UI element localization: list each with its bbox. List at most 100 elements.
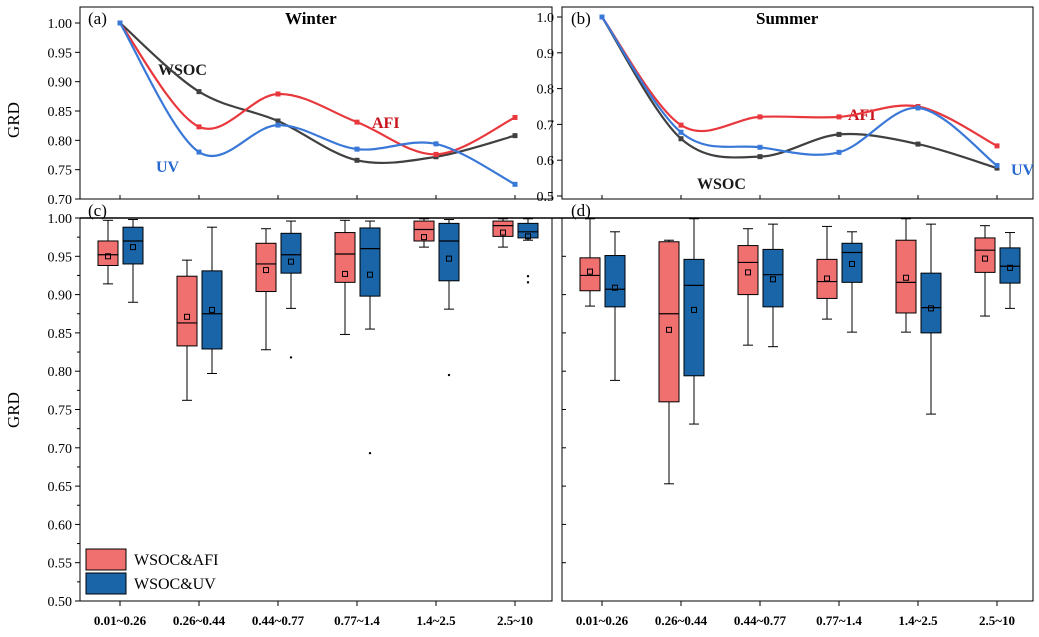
box-afi <box>974 237 996 273</box>
panel-frame <box>79 217 553 602</box>
data-point-wsoc <box>354 157 360 163</box>
data-point-wsoc <box>757 154 763 160</box>
legend-swatch-afi <box>85 548 127 571</box>
data-point-wsoc <box>678 136 684 142</box>
y-tick-label: 0.50 <box>48 595 73 610</box>
panel-letter-b: (b) <box>571 9 591 28</box>
ylabel-bottom: GRD <box>4 392 23 428</box>
mean-marker <box>209 306 215 313</box>
data-point-uv <box>196 149 202 155</box>
mean-marker <box>525 233 531 240</box>
x-tick-label: 0.77~1.4 <box>816 613 862 628</box>
mean-marker <box>421 234 427 241</box>
panel-letter-a: (a) <box>88 9 107 28</box>
box-uv <box>201 270 223 350</box>
box-afi <box>895 239 917 314</box>
data-point-uv <box>433 141 439 147</box>
y-tick-label: 0.85 <box>48 105 73 120</box>
legend: WSOC&AFI WSOC&UV <box>85 548 218 595</box>
y-tick-label: 0.70 <box>48 442 73 457</box>
legend-swatch-uv <box>85 572 127 595</box>
y-tick-label: 0.9 <box>537 47 555 62</box>
data-point-wsoc <box>196 89 202 95</box>
series-line-wsoc <box>119 22 516 165</box>
mean-marker <box>1007 264 1013 271</box>
y-tick-label: 1.00 <box>48 17 73 32</box>
data-point-afi <box>836 114 842 120</box>
mean-marker <box>367 271 373 278</box>
x-tick-label: 2.5~10 <box>979 613 1015 628</box>
data-point-uv <box>599 14 605 20</box>
data-point-wsoc <box>915 141 921 147</box>
box-uv <box>122 226 144 265</box>
legend-label-uv: WSOC&UV <box>134 576 216 593</box>
data-point-uv <box>836 149 842 155</box>
y-tick-label: 0.80 <box>48 365 73 380</box>
mean-marker <box>770 276 776 283</box>
x-tick-label: 0.77~1.4 <box>334 613 380 628</box>
data-point-uv <box>117 20 123 26</box>
data-point-afi <box>354 119 360 125</box>
panel-frames <box>79 6 1034 602</box>
outlier-point <box>526 281 530 284</box>
annotation-wsoc-winter: WSOC <box>158 62 207 79</box>
panel-frame <box>79 6 553 200</box>
data-point-wsoc <box>836 131 842 137</box>
mean-marker <box>288 258 294 265</box>
y-tick-label: 0.6 <box>537 154 555 169</box>
series-line-afi <box>601 16 998 147</box>
data-point-afi <box>994 143 1000 149</box>
annotation-uv-summer: UV <box>1011 162 1035 179</box>
x-tick-label: 1.4~2.5 <box>416 613 456 628</box>
box-afi <box>413 220 435 242</box>
x-tick-label: 0.26~0.44 <box>173 613 226 628</box>
title-summer: Summer <box>756 9 819 28</box>
panel-frame <box>561 217 1034 602</box>
box-afi <box>176 275 198 347</box>
box-uv <box>920 272 942 334</box>
mean-marker <box>824 275 830 282</box>
data-point-afi <box>275 91 281 97</box>
data-point-afi <box>757 114 763 120</box>
mean-marker <box>342 270 348 277</box>
y-tick-label: 0.75 <box>48 404 73 419</box>
mean-marker <box>691 306 697 313</box>
mean-marker <box>184 313 190 320</box>
annotation-afi-winter: AFI <box>372 115 400 132</box>
mean-marker <box>612 284 618 291</box>
x-tick-label: 1.4~2.5 <box>898 613 938 628</box>
mean-marker <box>666 326 672 333</box>
data-point-uv <box>915 105 921 111</box>
box-uv <box>683 258 705 377</box>
series-line-afi <box>119 22 516 156</box>
data-point-uv <box>994 163 1000 169</box>
panel-letter-c: (c) <box>88 201 107 220</box>
x-tick-label: 0.01~0.26 <box>94 613 147 628</box>
x-tick-label: 0.44~0.77 <box>734 613 787 628</box>
box-uv <box>841 242 863 283</box>
box-uv <box>517 222 539 239</box>
box-uv <box>359 227 381 297</box>
data-point-uv <box>354 146 360 152</box>
ylabel-top: GRD <box>4 102 23 138</box>
y-tick-label: 0.7 <box>537 118 555 133</box>
annotation-wsoc-summer: WSOC <box>697 176 746 193</box>
y-tick-label: 0.55 <box>48 557 73 572</box>
annotation-uv-winter: UV <box>156 159 180 176</box>
data-point-afi <box>433 151 439 157</box>
mean-marker <box>587 268 593 275</box>
data-point-uv <box>678 129 684 135</box>
series-line-uv <box>119 22 516 186</box>
y-tick-label: 0.65 <box>48 480 73 495</box>
data-point-wsoc <box>512 133 518 139</box>
box-afi <box>97 240 119 266</box>
mean-marker <box>130 244 136 251</box>
box-uv <box>280 232 302 274</box>
x-tick-label: 0.26~0.44 <box>655 613 708 628</box>
y-tick-label: 0.70 <box>48 193 73 208</box>
y-tick-label: 1.00 <box>48 212 73 227</box>
y-tick-label: 0.95 <box>48 250 73 265</box>
mean-marker <box>263 267 269 274</box>
box-afi <box>334 232 356 283</box>
data-point-afi <box>678 122 684 128</box>
